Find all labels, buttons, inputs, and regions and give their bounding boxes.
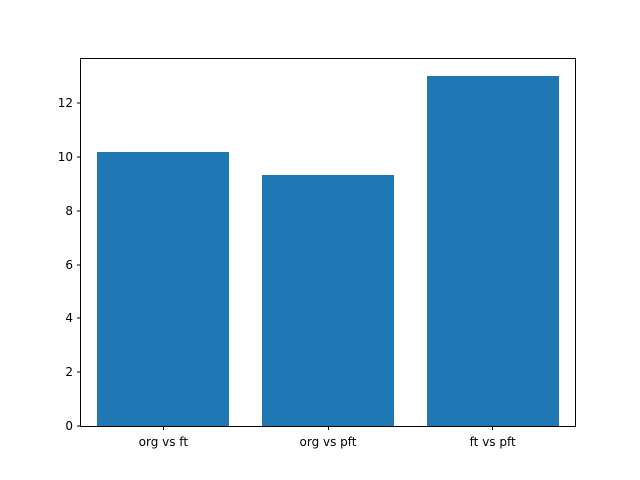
- y-tick-mark: [77, 371, 81, 373]
- y-tick-mark: [77, 425, 81, 427]
- bar-org-vs-ft: [97, 151, 230, 426]
- x-tick-mark: [327, 426, 329, 430]
- x-tick-slot: ft vs pft: [410, 426, 575, 449]
- y-tick-label: 10: [57, 150, 73, 165]
- x-tick-slot: org vs ft: [81, 426, 246, 449]
- x-tick-mark: [492, 426, 494, 430]
- x-axis-labels: org vs ft org vs pft ft vs pft: [81, 426, 575, 449]
- x-tick-slot: org vs pft: [246, 426, 411, 449]
- y-tick-mark: [77, 102, 81, 104]
- x-tick-label: org vs pft: [299, 435, 357, 449]
- x-tick-label: ft vs pft: [469, 435, 516, 449]
- bar-slot: [81, 59, 246, 426]
- bar-slot: [246, 59, 411, 426]
- y-tick-label: 12: [57, 96, 73, 111]
- y-tick-mark: [77, 156, 81, 158]
- y-tick-label: 8: [65, 203, 73, 218]
- y-tick-mark: [77, 210, 81, 212]
- y-tick-label: 4: [65, 311, 73, 326]
- y-tick-label: 6: [65, 257, 73, 272]
- bar-org-vs-pft: [262, 174, 394, 426]
- x-tick-label: org vs ft: [138, 435, 189, 449]
- bar-ft-vs-pft: [426, 76, 559, 426]
- y-tick-label: 2: [65, 365, 73, 380]
- bar-slot: [410, 59, 575, 426]
- y-tick-mark: [77, 317, 81, 319]
- bars-container: [81, 59, 575, 426]
- plot-area: 0 2 4 6 8 10 12 org vs ft org vs pft ft vs pft: [58, 58, 576, 449]
- y-tick-label: 0: [65, 419, 73, 433]
- y-tick-mark: [77, 264, 81, 266]
- x-tick-mark: [162, 426, 164, 430]
